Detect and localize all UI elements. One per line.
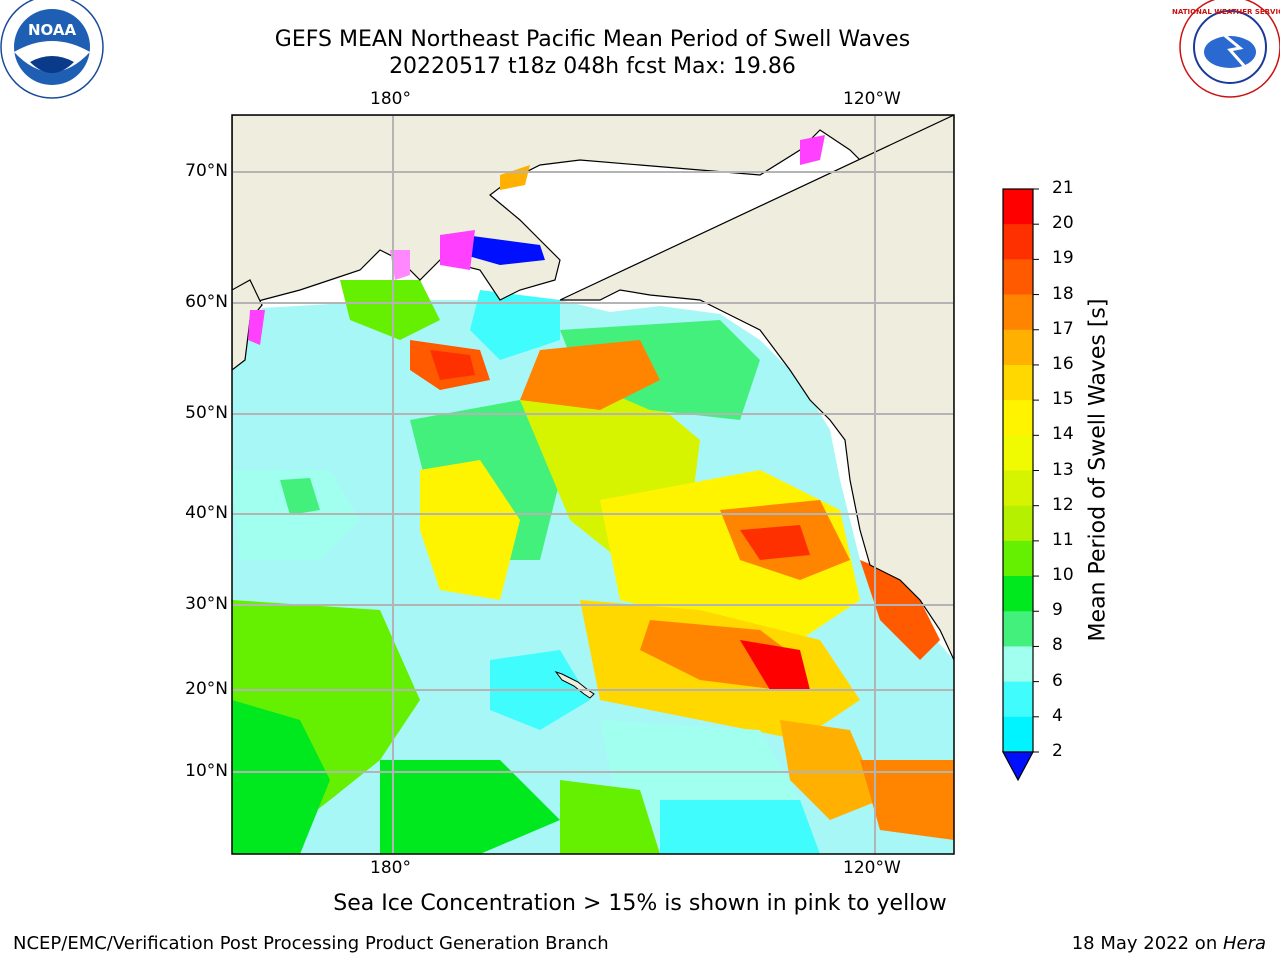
- lon-label-top-120w: 120°W: [843, 89, 901, 109]
- colorbar-segment: [1003, 189, 1033, 225]
- chart-subtitle: 20220517 t18z 048h fcst Max: 19.86: [389, 54, 796, 79]
- colorbar-tick-label: 19: [1052, 248, 1074, 269]
- lat-label-60n: 60°N: [185, 292, 228, 312]
- lat-label-10n: 10°N: [185, 761, 228, 781]
- colorbar-title: Mean Period of Swell Waves [s]: [1085, 298, 1111, 642]
- lon-label-bottom-120w: 120°W: [843, 858, 901, 878]
- colorbar-segment: [1003, 646, 1033, 683]
- colorbar-segment: [1003, 716, 1033, 753]
- colorbar-segment: [1003, 259, 1033, 296]
- footer-date: 18 May 2022 on Hera: [1072, 933, 1266, 954]
- colorbar-segment: [1003, 611, 1033, 647]
- colorbar-tick-label: 20: [1052, 213, 1074, 234]
- svg-text:NOAA: NOAA: [28, 21, 77, 39]
- colorbar-segment: [1003, 470, 1033, 507]
- lat-label-20n: 20°N: [185, 679, 228, 699]
- lat-label-70n: 70°N: [185, 161, 228, 181]
- lat-label-30n: 30°N: [185, 594, 228, 614]
- colorbar-tick-label: 14: [1052, 424, 1074, 445]
- land-alaska-main: [559, 115, 954, 661]
- colorbar-tick-label: 13: [1052, 459, 1074, 480]
- colorbar-tick-label: 6: [1052, 670, 1063, 691]
- colorbar-tick-label: 2: [1052, 741, 1063, 761]
- colorbar-tick-label: 11: [1052, 529, 1074, 550]
- lat-label-50n: 50°N: [185, 403, 228, 423]
- chart-title: GEFS MEAN Northeast Pacific Mean Period …: [274, 27, 911, 52]
- colorbar-tick-label: 4: [1052, 705, 1063, 726]
- land: [232, 115, 954, 699]
- island-hawaii: [554, 671, 595, 699]
- footer-credit: NCEP/EMC/Verification Post Processing Pr…: [13, 933, 609, 954]
- colorbar-ticks: [1033, 188, 1039, 753]
- lat-label-40n: 40°N: [185, 503, 228, 523]
- sea-ice-note: Sea Ice Concentration > 15% is shown in …: [333, 891, 947, 916]
- colorbar-segment: [1003, 400, 1033, 436]
- colorbar-tick-label: 17: [1052, 318, 1074, 339]
- colorbar-tick-label: 10: [1052, 565, 1074, 586]
- lon-label-bottom-180: 180°: [370, 858, 411, 878]
- logos-layer: NOAA NATIONAL WEATHER SERVICE: [0, 0, 1280, 99]
- colorbar-tick-label: 18: [1052, 283, 1074, 304]
- colorbar-tick-label: 15: [1052, 389, 1074, 410]
- lon-label-top-180: 180°: [370, 89, 411, 109]
- colorbar-segment: [1003, 224, 1033, 260]
- map-frame: [231, 114, 955, 855]
- noaa-logo: NOAA: [0, 0, 104, 99]
- colorbar-tick-label: 16: [1052, 353, 1074, 374]
- nws-logo: NATIONAL WEATHER SERVICE: [1172, 0, 1280, 98]
- colorbar-segment: [1003, 576, 1033, 612]
- colorbar-tick-label: 9: [1052, 600, 1063, 621]
- colorbar-segment: [1003, 364, 1033, 401]
- swell-period-field: [232, 280, 954, 854]
- footer-host: Hera: [1222, 933, 1266, 954]
- gridlines: [232, 115, 954, 854]
- colorbar-segment: [1003, 435, 1033, 471]
- svg-text:NATIONAL WEATHER SERVICE: NATIONAL WEATHER SERVICE: [1172, 8, 1280, 16]
- colorbar-segment: [1003, 505, 1033, 542]
- colorbar-segment: [1003, 329, 1033, 366]
- colorbar-tick-label: 21: [1052, 178, 1074, 198]
- colorbar-segment: [1003, 540, 1033, 577]
- colorbar-tick-label: 12: [1052, 494, 1074, 515]
- footer-date-text: 18 May 2022 on: [1071, 933, 1223, 954]
- colorbar-tick-label: 8: [1052, 635, 1063, 656]
- sea-ice: [248, 135, 825, 345]
- colorbar-segments: [1003, 189, 1033, 753]
- colorbar-segment: [1003, 294, 1033, 331]
- colorbar-extend-arrow: [1001, 751, 1035, 782]
- colorbar-segment: [1003, 681, 1033, 718]
